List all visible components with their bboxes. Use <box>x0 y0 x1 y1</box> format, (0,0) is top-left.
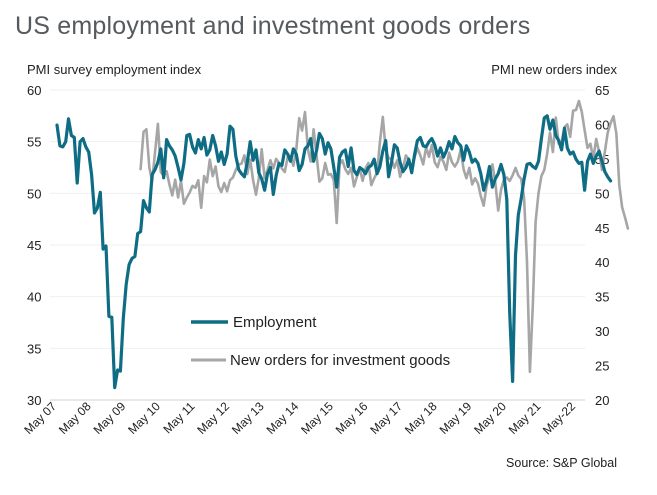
x-tick-label: May 09 <box>91 399 129 437</box>
right-axis-title: PMI new orders index <box>491 62 617 77</box>
right-tick-label: 20 <box>595 393 609 408</box>
right-tick-label: 65 <box>595 83 609 98</box>
x-tick-label: May 15 <box>298 399 336 437</box>
left-tick-label: 45 <box>27 238 41 253</box>
source-note: Source: S&P Global <box>506 456 617 470</box>
series-line-new-orders <box>139 99 630 374</box>
x-tick-label: May 08 <box>56 399 94 437</box>
right-tick-label: 25 <box>595 359 609 374</box>
right-tick-label: 50 <box>595 186 609 201</box>
series-lines <box>55 99 630 390</box>
legend-label-new-orders: New orders for investment goods <box>230 352 450 369</box>
left-tick-label: 35 <box>27 341 41 356</box>
chart-title: US employment and investment goods order… <box>15 12 531 40</box>
left-tick-label: 40 <box>27 290 41 305</box>
x-tick-label: May 11 <box>160 399 197 436</box>
x-tick-label: May 10 <box>125 399 163 437</box>
x-tick-label: May-22 <box>540 399 578 437</box>
left-tick-label: 55 <box>27 135 41 150</box>
right-tick-label: 60 <box>595 117 609 132</box>
right-tick-label: 30 <box>595 324 609 339</box>
x-tick-label: May 14 <box>264 399 302 437</box>
right-tick-label: 45 <box>595 221 609 236</box>
right-tick-label: 35 <box>595 290 609 305</box>
x-tick-label: May 16 <box>333 399 371 437</box>
x-tick-label: May 17 <box>367 399 405 437</box>
x-tick-label: May 21 <box>506 399 544 437</box>
x-tick-label: May 19 <box>437 399 475 437</box>
legend: Employment New orders for investment goo… <box>191 314 450 369</box>
legend-label-employment: Employment <box>233 314 317 331</box>
left-axis-ticks: 60 55 50 45 40 35 30 <box>27 83 41 408</box>
left-tick-label: 60 <box>27 83 41 98</box>
left-tick-label: 50 <box>27 186 41 201</box>
right-tick-label: 40 <box>595 255 609 270</box>
x-tick-label: May 20 <box>471 399 509 437</box>
x-tick-label: May 13 <box>229 399 267 437</box>
left-axis-title: PMI survey employment index <box>27 62 202 77</box>
gridlines <box>50 89 585 401</box>
x-tick-label: May 12 <box>194 399 232 437</box>
left-tick-label: 30 <box>27 393 41 408</box>
x-tick-label: May 18 <box>402 399 440 437</box>
series-line-employment <box>55 114 613 390</box>
